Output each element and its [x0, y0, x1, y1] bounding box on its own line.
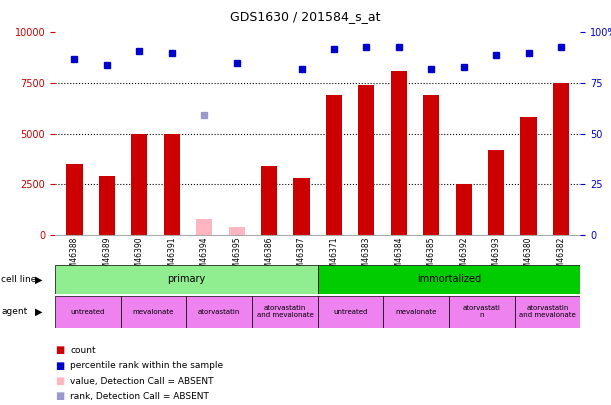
Text: ■: ■	[55, 361, 64, 371]
Text: count: count	[70, 346, 96, 355]
Text: mevalonate: mevalonate	[395, 309, 437, 315]
Text: ■: ■	[55, 345, 64, 355]
Bar	[449, 296, 514, 328]
Bar	[384, 296, 449, 328]
Text: untreated: untreated	[71, 309, 105, 315]
Text: ■: ■	[55, 376, 64, 386]
Bar	[229, 227, 245, 235]
Bar	[99, 176, 115, 235]
Text: atorvastati
n: atorvastati n	[463, 305, 501, 318]
Text: immortalized: immortalized	[417, 275, 481, 284]
Text: ▶: ▶	[35, 307, 43, 317]
Text: value, Detection Call = ABSENT: value, Detection Call = ABSENT	[70, 377, 214, 386]
Bar	[553, 83, 569, 235]
Bar	[131, 134, 147, 235]
Text: atorvastatin
and mevalonate: atorvastatin and mevalonate	[257, 305, 313, 318]
Text: percentile rank within the sample: percentile rank within the sample	[70, 361, 224, 370]
Bar	[358, 85, 375, 235]
Bar	[120, 296, 186, 328]
Bar	[521, 117, 536, 235]
Bar	[488, 150, 504, 235]
Text: ■: ■	[55, 392, 64, 401]
Bar	[390, 71, 407, 235]
Text: untreated: untreated	[334, 309, 368, 315]
Text: rank, Detection Call = ABSENT: rank, Detection Call = ABSENT	[70, 392, 209, 401]
Text: ▶: ▶	[35, 275, 43, 284]
Bar	[186, 296, 252, 328]
Bar	[196, 219, 212, 235]
Bar	[67, 164, 82, 235]
Text: mevalonate: mevalonate	[133, 309, 174, 315]
Bar	[164, 134, 180, 235]
Bar	[423, 95, 439, 235]
Bar	[456, 184, 472, 235]
Text: agent: agent	[1, 307, 27, 316]
Text: atorvastatin
and mevalonate: atorvastatin and mevalonate	[519, 305, 576, 318]
Bar	[326, 95, 342, 235]
Bar	[514, 296, 580, 328]
Bar	[55, 265, 318, 294]
Text: atorvastatin: atorvastatin	[198, 309, 240, 315]
Bar	[318, 296, 384, 328]
Text: GDS1630 / 201584_s_at: GDS1630 / 201584_s_at	[230, 10, 381, 23]
Text: primary: primary	[167, 275, 205, 284]
Bar	[293, 178, 310, 235]
Bar	[55, 296, 120, 328]
Bar	[318, 265, 580, 294]
Bar	[261, 166, 277, 235]
Bar	[252, 296, 318, 328]
Text: cell line: cell line	[1, 275, 37, 284]
